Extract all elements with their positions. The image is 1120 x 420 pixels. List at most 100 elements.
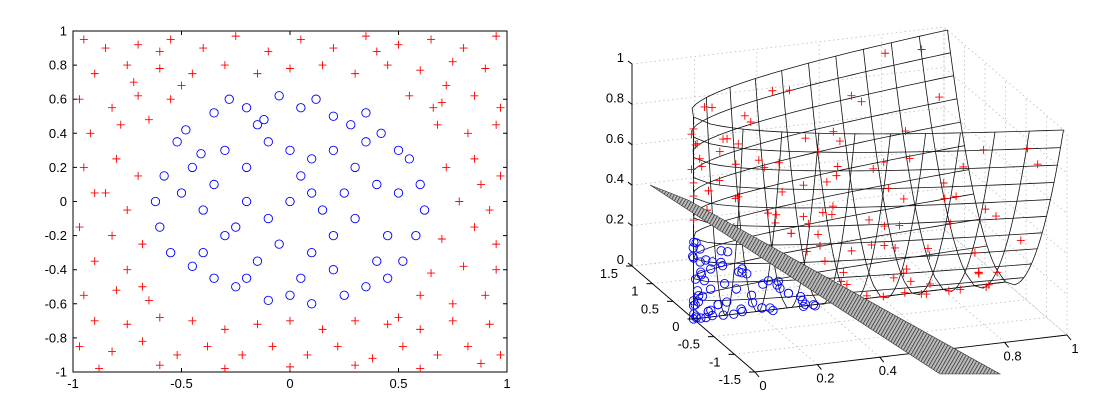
surface-mesh-line bbox=[691, 29, 948, 118]
outer-point bbox=[398, 342, 407, 351]
inner-point bbox=[328, 145, 339, 156]
outer-point bbox=[416, 291, 425, 300]
outer-point-3d bbox=[829, 127, 838, 136]
x-tick-mark bbox=[754, 371, 760, 378]
inner-point-3d bbox=[742, 269, 752, 279]
inner-point-3d bbox=[737, 268, 747, 278]
outer-point bbox=[394, 313, 403, 322]
inner-point-3d bbox=[758, 279, 768, 289]
outer-point bbox=[437, 235, 446, 244]
outer-point bbox=[129, 78, 138, 87]
outer-point bbox=[166, 35, 175, 44]
inner-point bbox=[285, 196, 295, 207]
outer-point-3d bbox=[880, 241, 889, 250]
outer-point bbox=[95, 364, 104, 373]
outer-point-3d bbox=[940, 194, 949, 203]
outer-point bbox=[90, 257, 99, 266]
outer-point-3d bbox=[787, 229, 796, 238]
outer-point-3d bbox=[857, 97, 866, 106]
outer-point-3d bbox=[959, 162, 968, 171]
outer-point bbox=[138, 337, 147, 346]
inner-point-3d bbox=[798, 301, 809, 312]
inner-point bbox=[411, 230, 421, 241]
inner-point bbox=[372, 179, 382, 190]
surface-mesh-line bbox=[1005, 129, 1064, 286]
x-tick-label: 0.2 bbox=[816, 371, 834, 386]
outer-point bbox=[459, 44, 468, 53]
inner-point-3d bbox=[731, 284, 742, 294]
inner-point bbox=[307, 247, 317, 258]
inner-point-3d bbox=[808, 300, 819, 310]
outer-point bbox=[476, 180, 485, 189]
outer-point-3d bbox=[889, 273, 898, 282]
grid-line bbox=[734, 115, 1047, 355]
surface-mesh-line bbox=[781, 70, 819, 305]
outer-point-3d bbox=[917, 45, 926, 54]
outer-point bbox=[101, 188, 110, 197]
inner-point-3d bbox=[713, 299, 723, 310]
outer-point bbox=[496, 103, 505, 112]
y-tick-label: -1 bbox=[55, 365, 67, 380]
grid-line bbox=[713, 97, 1027, 338]
grid-line bbox=[943, 27, 1068, 336]
x-tick-mark bbox=[1066, 334, 1072, 341]
outer-point-3d bbox=[839, 268, 848, 277]
outer-point bbox=[199, 44, 208, 53]
inner-point bbox=[252, 120, 263, 130]
z-tick-mark bbox=[627, 60, 633, 65]
outer-point-3d bbox=[764, 209, 773, 218]
outer-point-3d bbox=[923, 244, 932, 253]
outer-point bbox=[238, 350, 247, 359]
outer-point bbox=[496, 171, 505, 180]
outer-point bbox=[79, 291, 88, 300]
outer-point-3d bbox=[814, 230, 823, 239]
outer-point-3d bbox=[993, 268, 1002, 277]
outer-point bbox=[220, 61, 229, 70]
inner-point bbox=[241, 273, 252, 283]
outer-point-3d bbox=[768, 86, 777, 95]
inner-point bbox=[328, 265, 339, 275]
outer-point bbox=[433, 350, 442, 359]
inner-point-3d bbox=[701, 312, 711, 323]
x-tick-label: 1 bbox=[503, 376, 510, 391]
outer-point-3d bbox=[847, 91, 856, 100]
outer-point bbox=[303, 350, 312, 359]
outer-point-3d bbox=[693, 139, 702, 148]
outer-point-3d bbox=[818, 208, 827, 217]
x-tick-label: 0.5 bbox=[389, 376, 407, 391]
outer-point bbox=[144, 115, 153, 124]
inner-point bbox=[263, 137, 273, 147]
outer-point-3d bbox=[700, 102, 709, 111]
inner-point bbox=[263, 295, 273, 306]
outer-point bbox=[318, 325, 327, 334]
outer-point bbox=[318, 61, 327, 70]
outer-point-3d bbox=[895, 221, 904, 230]
grid-line bbox=[631, 26, 1068, 134]
y-tick-label: 0 bbox=[60, 194, 67, 209]
scatter-2d-plot: -1 -0.5 0 0.5 1 -1 -0.8 -0.6 -0.4 -0.2 0 0.2 0.4 0.6 0… bbox=[45, 24, 511, 392]
outer-point bbox=[463, 129, 472, 138]
outer-point-3d bbox=[981, 205, 990, 214]
z-tick-mark bbox=[627, 181, 633, 186]
y-tick-label: 0.8 bbox=[49, 58, 67, 73]
outer-point-3d bbox=[842, 280, 851, 289]
inner-point bbox=[172, 137, 182, 147]
inner-point-3d bbox=[705, 284, 716, 294]
inner-point bbox=[263, 213, 273, 224]
outer-point-3d bbox=[691, 140, 700, 149]
outer-point bbox=[492, 240, 501, 249]
inner-point bbox=[361, 108, 371, 118]
inner-point bbox=[252, 256, 263, 266]
outer-point-3d bbox=[833, 162, 842, 171]
inner-point bbox=[220, 145, 230, 156]
surface-mesh-line bbox=[693, 116, 1064, 135]
inner-point bbox=[350, 213, 360, 224]
surface-mesh-line bbox=[835, 56, 882, 298]
outer-point bbox=[75, 95, 84, 104]
outer-point-3d bbox=[917, 289, 926, 298]
y-tick-label: 1.5 bbox=[600, 266, 618, 281]
outer-point-3d bbox=[731, 160, 740, 169]
outer-point-3d bbox=[952, 192, 961, 201]
outer-point bbox=[116, 120, 125, 129]
inner-point bbox=[198, 205, 208, 215]
